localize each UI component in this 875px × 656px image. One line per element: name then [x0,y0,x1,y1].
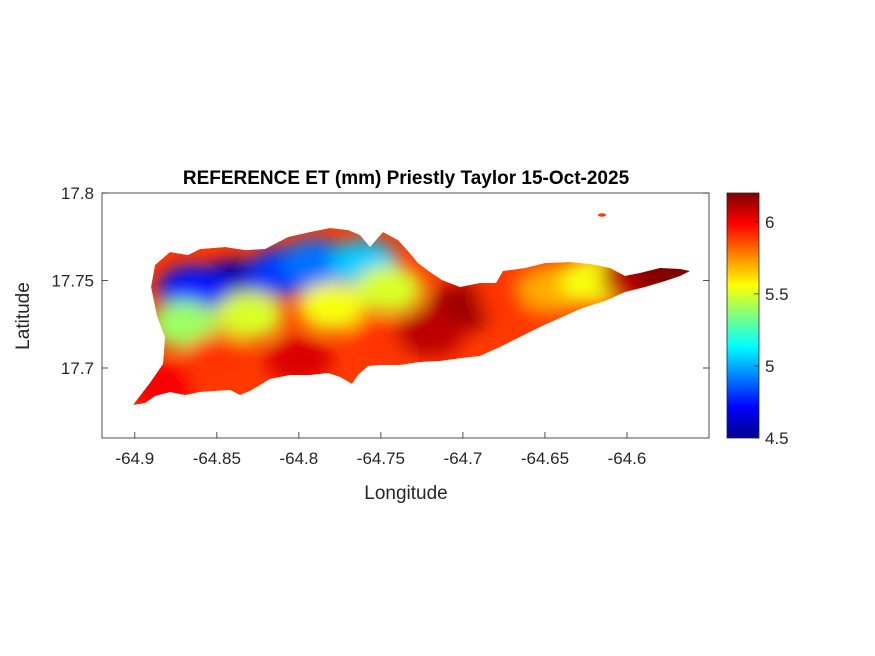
x-axis-label: Longitude [364,483,447,504]
et-region-10 [264,335,333,384]
colorbar-tick-label: 4.5 [765,429,789,448]
et-map [133,228,690,405]
y-tick-label: 17.8 [61,184,94,203]
colorbar: 4.5 5 5.5 6 [726,192,789,448]
x-tick-label: -64.75 [357,449,405,468]
colorbar-tick-label: 5.5 [765,285,789,304]
et-region-7 [297,282,366,331]
y-axis-label: Latitude [13,282,34,350]
et-region-5 [150,300,219,349]
y-tick-label: 17.75 [51,272,94,291]
x-tick-label: -64.9 [115,449,154,468]
x-tick-label: -64.6 [608,449,647,468]
x-tick-label: -64.65 [521,449,569,468]
chart-title: REFERENCE ET (mm) Priestly Taylor 15-Oct… [183,168,630,189]
et-region-6 [215,291,284,340]
colorbar-tick-label: 5 [765,357,774,376]
x-tick-label: -64.85 [193,449,241,468]
et-region-8 [355,265,424,314]
et-region-19 [396,309,465,357]
colorbar-tick-label: 6 [765,213,774,232]
y-tick-label: 17.7 [61,359,94,378]
et-region-9 [182,335,251,384]
colorbar-gradient [726,192,760,439]
et-region-3 [281,239,350,287]
x-tick-label: -64.7 [444,449,483,468]
islet-marker [598,213,606,217]
x-tick-label: -64.8 [279,449,318,468]
